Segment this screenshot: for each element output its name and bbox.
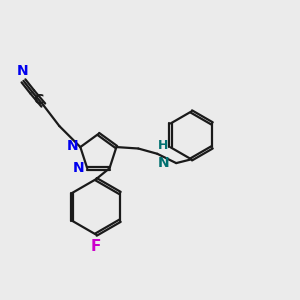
Text: N: N [158, 156, 170, 170]
Text: N: N [66, 139, 78, 153]
Text: F: F [91, 239, 101, 254]
Text: N: N [73, 161, 84, 175]
Text: H: H [158, 139, 168, 152]
Text: C: C [34, 93, 44, 107]
Text: N: N [17, 64, 29, 78]
